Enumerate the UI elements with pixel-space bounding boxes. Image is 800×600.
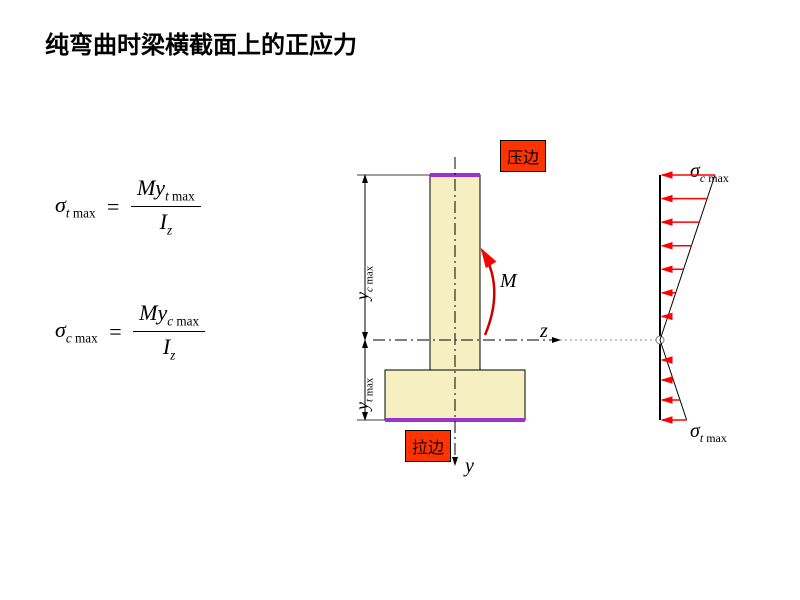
moment-m-label: M	[500, 270, 517, 293]
yc-max-label: yc max	[352, 266, 376, 300]
formula-sigma-t-max: σt max = Myt max Iz	[55, 175, 201, 239]
formula-sigma-c-max: σc max = Myc max Iz	[55, 300, 205, 364]
tension-edge-badge: 拉边	[405, 430, 451, 462]
yt-max-label: yt max	[352, 378, 376, 410]
compression-edge-badge: 压边	[500, 140, 546, 172]
sigma-sym: σ	[55, 192, 66, 217]
slide-title: 纯弯曲时梁横截面上的正应力	[45, 25, 357, 60]
sigma-c-max-label: σc max	[690, 160, 729, 186]
y-axis-label: y	[465, 455, 474, 478]
sigma-t-max-label: σt max	[690, 420, 727, 446]
z-axis-label: z	[540, 320, 548, 343]
